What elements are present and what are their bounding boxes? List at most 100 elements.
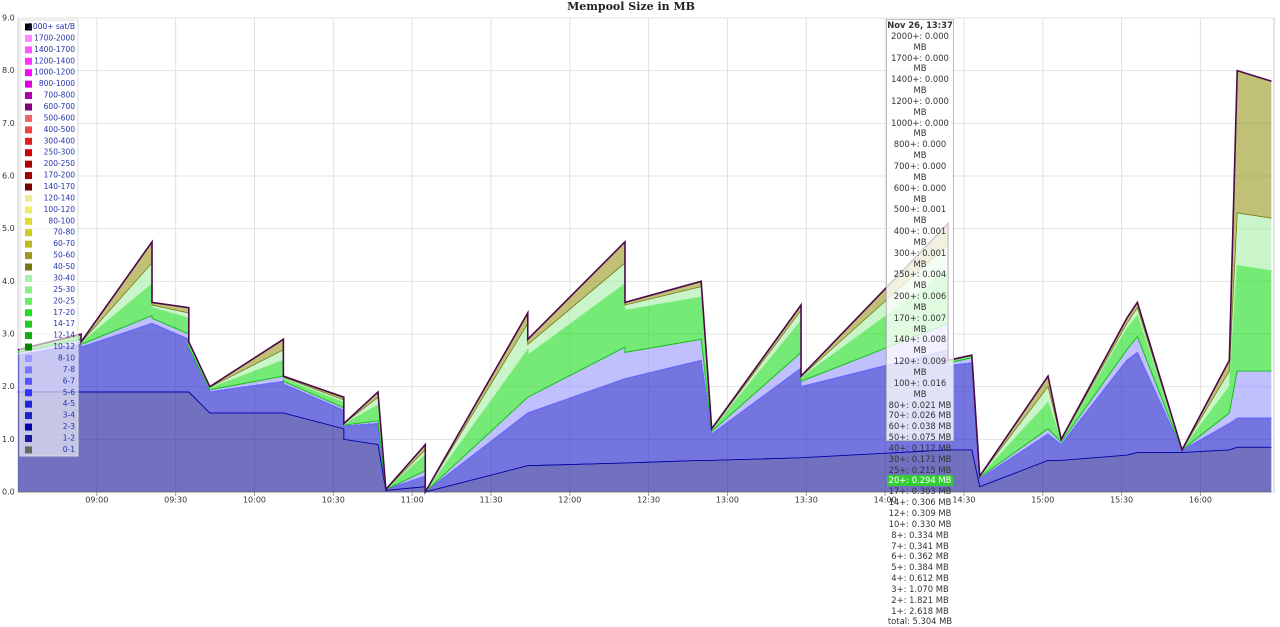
legend-swatch bbox=[25, 332, 32, 340]
tooltip-row: 1200+: 0.000 MB bbox=[891, 95, 949, 117]
legend-swatch bbox=[25, 160, 32, 168]
legend-label: 300-400 bbox=[44, 136, 76, 145]
x-tick-label: 12:30 bbox=[637, 496, 660, 505]
legend-label: 17-20 bbox=[53, 308, 75, 317]
legend-label: 5-6 bbox=[63, 388, 75, 397]
legend-swatch bbox=[25, 286, 32, 294]
legend-label: 70-80 bbox=[53, 228, 75, 237]
y-tick-label: 2.0 bbox=[2, 382, 15, 391]
legend-swatch bbox=[25, 366, 32, 374]
axes: 0.0 1.0 2.0 3.0 4.0 5.0 6.0 7.0 8.0 9.0 09:00 09:30… bbox=[2, 14, 1212, 505]
legend-label: 100-120 bbox=[44, 205, 76, 214]
legend-swatch bbox=[25, 423, 32, 431]
legend-label: 0-1 bbox=[63, 445, 75, 454]
y-tick-label: 9.0 bbox=[2, 14, 15, 23]
series-line bbox=[17, 323, 1272, 493]
legend-swatch bbox=[25, 434, 32, 442]
x-tick-label: 12:00 bbox=[558, 496, 581, 505]
legend-swatch bbox=[25, 126, 32, 134]
legend-label: 400-500 bbox=[44, 125, 76, 134]
legend-swatch bbox=[25, 149, 32, 157]
legend-swatch bbox=[25, 389, 32, 397]
legend-swatch bbox=[25, 137, 32, 145]
series-line bbox=[17, 69, 1272, 496]
legend-swatch bbox=[25, 343, 32, 351]
x-tick-label: 10:00 bbox=[243, 496, 266, 505]
legend-label: 1200-1400 bbox=[34, 56, 75, 65]
legend-label: 2-3 bbox=[63, 422, 75, 431]
legend-swatch bbox=[25, 46, 32, 54]
series-line bbox=[18, 391, 1272, 493]
legend-swatch bbox=[25, 274, 32, 282]
legend-label: 1400-1700 bbox=[34, 45, 75, 54]
legend-label: 12-14 bbox=[53, 331, 75, 340]
legend-swatch bbox=[25, 263, 32, 271]
chart: 0.0 1.0 2.0 3.0 4.0 5.0 6.0 7.0 8.0 9.0 09:00 09:30… bbox=[2, 0, 1275, 505]
legend-label: 170-200 bbox=[44, 171, 76, 180]
tooltip-row: 700+: 0.000 MB bbox=[893, 160, 947, 182]
legend-swatch bbox=[25, 412, 32, 420]
y-tick-label: 5.0 bbox=[2, 224, 15, 233]
x-tick-label: 15:00 bbox=[1031, 496, 1054, 505]
tooltip-row: 200+: 0.006 MB bbox=[893, 291, 947, 312]
legend-swatch bbox=[25, 354, 32, 362]
legend-label: 500-600 bbox=[44, 113, 76, 122]
lines bbox=[17, 69, 1272, 496]
legend-label: 250-300 bbox=[44, 148, 76, 157]
legend-label: 1000-1200 bbox=[34, 68, 75, 77]
legend-label: 25-30 bbox=[53, 285, 75, 294]
legend-swatch bbox=[25, 309, 32, 317]
legend-swatch bbox=[25, 297, 32, 305]
tooltip-row: 30+: 0.171 MB bbox=[888, 453, 952, 464]
legend-label: 14-17 bbox=[53, 319, 75, 328]
tooltip-row: 800+: 0.000 MB bbox=[893, 139, 947, 161]
tooltip-row: 40+: 0.112 MB bbox=[888, 442, 952, 453]
legend-label: 8-10 bbox=[58, 353, 75, 362]
x-tick-label: 16:00 bbox=[1189, 496, 1212, 505]
legend-label: 10-12 bbox=[53, 342, 75, 351]
legend-swatch bbox=[25, 103, 32, 111]
tooltip-row: 20+: 0.294 MB bbox=[887, 475, 953, 487]
tooltip-row: 6+: 0.362 MB bbox=[891, 551, 949, 562]
legend-label: 2000+ sat/B bbox=[28, 22, 75, 31]
tooltip-row: 14+: 0.306 MB bbox=[888, 497, 952, 508]
legend-label: 20-25 bbox=[53, 296, 75, 305]
legend-label: 1-2 bbox=[63, 433, 75, 442]
legend-label: 140-170 bbox=[44, 182, 76, 191]
y-tick-label: 1.0 bbox=[2, 435, 15, 444]
legend-swatch bbox=[25, 80, 32, 88]
x-tick-label: 10:30 bbox=[322, 496, 345, 505]
legend-swatch bbox=[25, 229, 32, 237]
tooltip: Nov 26, 13:37 2000+: 0.000 MB 1700+: 0.00… bbox=[886, 19, 954, 626]
area bbox=[18, 315, 1272, 492]
legend-swatch bbox=[25, 217, 32, 225]
legend-label: 3-4 bbox=[63, 411, 75, 420]
tooltip-row: 140+: 0.008 MB bbox=[893, 334, 947, 356]
x-tick-label: 11:30 bbox=[479, 496, 502, 505]
legend-swatch bbox=[25, 400, 32, 408]
tooltip-row: 12+: 0.309 MB bbox=[888, 507, 952, 518]
tooltip-row: 7+: 0.341 MB bbox=[891, 540, 949, 551]
legend-swatch bbox=[25, 377, 32, 385]
tooltip-row: 1700+: 0.000 MB bbox=[891, 52, 949, 74]
y-tick-label: 7.0 bbox=[2, 119, 15, 128]
tooltip-row: 1+: 2.618 MB bbox=[891, 605, 949, 616]
tooltip-row: 4+: 0.612 MB bbox=[891, 573, 949, 584]
legend-swatch bbox=[25, 34, 32, 42]
legend-label: 700-800 bbox=[44, 91, 76, 100]
legend-label: 60-70 bbox=[53, 239, 75, 248]
x-tick-label: 11:00 bbox=[401, 496, 424, 505]
legend-label: 50-60 bbox=[53, 251, 75, 260]
x-tick-label: 14:30 bbox=[952, 496, 975, 505]
tooltip-row: 80+: 0.021 MB bbox=[888, 399, 952, 410]
legend-label: 800-1000 bbox=[39, 79, 75, 88]
legend-label: 120-140 bbox=[44, 193, 76, 202]
legend-label: 6-7 bbox=[63, 376, 75, 385]
tooltip-row: 2000+: 0.000 MB bbox=[891, 30, 949, 52]
tooltip-header: Nov 26, 13:37 bbox=[887, 20, 953, 30]
legend-swatch bbox=[25, 114, 32, 122]
tooltip-row: 400+: 0.001 MB bbox=[893, 226, 947, 247]
x-tick-label: 15:30 bbox=[1110, 496, 1133, 505]
tooltip-row: 600+: 0.000 MB bbox=[893, 182, 947, 204]
tooltip-row: 50+: 0.075 MB bbox=[888, 432, 952, 443]
